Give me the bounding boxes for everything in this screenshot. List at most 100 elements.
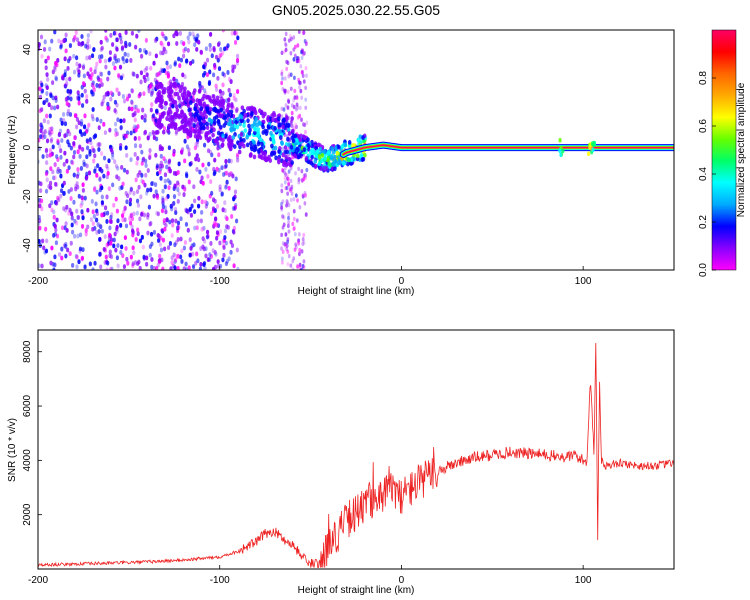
spectrogram-cell [199,49,203,55]
spectrogram-cell [156,71,160,77]
spectrogram-cell [48,148,53,153]
spectrogram-cell [192,184,196,190]
spectrogram-cell [249,106,253,112]
spectrogram-cell [223,208,227,213]
spectrogram-cell [175,41,179,46]
spectrogram-cell [200,199,204,205]
spectrogram-cell [293,133,298,139]
spectrogram-cell [153,38,157,43]
spectrogram-cell [51,80,55,86]
spectrogram-cell [172,76,176,82]
spectrogram-cell [206,137,211,143]
spectrogram-cell [111,42,115,47]
spectrogram-cell [272,112,277,118]
spectrogram-cell [335,150,340,156]
spectrogram-cell [209,179,213,184]
spectrogram-cell [198,135,203,141]
spectrogram-cell [232,126,237,132]
spectrogram-cell [195,167,199,172]
spectrogram-cell [55,217,59,223]
spectrogram-cell [199,261,203,267]
spectrogram-cell [181,53,186,59]
spectrogram-cell [231,173,235,179]
spectrogram-cell [313,158,318,164]
spectrogram-cell [254,117,259,122]
spectrogram-cell [44,171,49,177]
spectrogram-cell [147,204,151,210]
spectrogram-cell [188,161,192,167]
spectrogram-cell [187,118,191,123]
spectrogram-cell [287,74,291,79]
spectrogram-cell [186,35,190,41]
spectrogram-cell [213,98,217,103]
spectrogram-cell [99,224,103,230]
spectrogram-cell [106,260,110,266]
spectrogram-cell [172,201,176,206]
spectrogram-cell [172,148,176,154]
spectrogram-cell [228,92,232,98]
spectrogram-cell [47,130,51,135]
spectrogram-cell [202,225,206,231]
spectrogram-cell [56,104,60,110]
spectrogram-cell [281,124,285,130]
spectrogram-cell [75,264,79,270]
spectrogram-cell [129,187,134,193]
spectrogram-cell [105,163,109,169]
spectrogram-cell [301,194,305,199]
spectrogram-cell [176,180,180,186]
spectrogram-cell [95,217,99,223]
spectrogram-cell [298,247,302,253]
spectrogram-cell [80,209,84,215]
spectrogram-cell [341,161,346,167]
spectrogram-cell [289,86,293,92]
spectrogram-cell [60,246,64,252]
spectrogram-cell [319,166,323,171]
spectrogram-cell [138,216,142,222]
spectrogram-cell [75,181,79,186]
spectrogram-cell [203,70,207,76]
spectrogram-cell [213,62,217,68]
spectrogram-cell [284,47,288,53]
spectrogram-y-tick-label: -40 [22,238,33,253]
spectrogram-cell [150,257,154,262]
spectrogram-cell [64,97,68,103]
spectrogram-cell [113,231,117,237]
spectrogram-cell [59,43,63,49]
spectrogram-cell [100,228,104,234]
spectrogram-cell [80,84,84,90]
spectrogram-cell [158,242,162,247]
spectrogram-cell [230,31,234,36]
spectrogram-cell [113,108,117,113]
spectrogram-cell [288,186,292,192]
spectrogram-cell [301,237,305,242]
spectrogram-cell [286,223,290,229]
spectrogram-cell [296,115,300,120]
spectrogram-cell [68,43,73,48]
spectrogram-cell [90,113,94,119]
spectrogram-cell [263,128,268,134]
spectrogram-cell [180,259,184,264]
spectrogram-cell [64,32,68,38]
spectrogram-cell [285,172,289,178]
snr-x-tick-label: 100 [575,575,592,586]
spectrogram-cell [98,71,103,77]
spectrogram-cell [120,45,125,51]
spectrogram-cell [298,205,302,210]
spectrogram-cell [253,110,258,116]
spectrogram-cell [145,255,149,261]
spectrogram-cell [293,88,297,94]
spectrogram-cell [97,147,101,152]
spectrogram-cell [295,94,299,100]
spectrogram-cell [211,94,216,99]
spectrogram-cell [189,100,193,106]
spectrogram-cell [45,97,49,103]
spectrogram-cell [128,201,132,207]
spectrogram-cell [224,163,228,169]
spectrogram-cell [95,211,99,217]
spectrogram-cell [90,53,95,59]
spectrogram-cell [39,134,43,140]
spectrogram-cell [66,247,70,253]
spectrogram-cell [54,200,59,206]
spectrogram-cell [296,43,300,48]
